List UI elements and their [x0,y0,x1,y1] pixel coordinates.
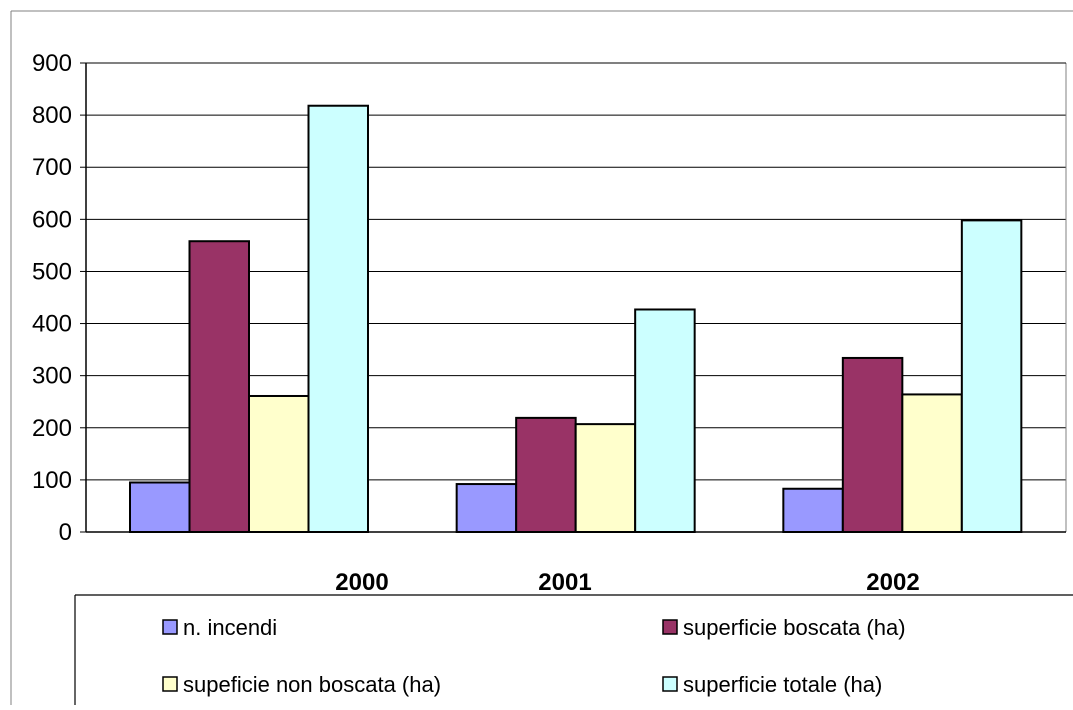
y-tick-label: 600 [32,206,72,233]
legend-swatch [662,619,678,635]
bars [129,104,1023,534]
legend-swatch [662,676,678,692]
legend-items: n. incendi superficie boscata (ha) supefic… [162,615,906,697]
bar-2002-series-4 [960,219,1023,533]
y-tick-labels: 0 100 200 300 400 500 600 700 800 900 [32,50,72,546]
legend-label: supeficie non boscata (ha) [183,672,441,697]
y-tick-label: 0 [59,519,72,546]
bar-2002-series-3 [901,393,963,533]
bar-2001-series-3 [574,423,637,534]
bar-2000-series-4 [307,104,369,533]
bar-2000-series-1 [129,481,191,533]
bar-2001-series-2 [515,416,577,534]
x-category-label: 2002 [866,569,919,596]
y-tick-label: 200 [32,415,72,442]
y-tick-label: 100 [32,467,72,494]
y-tick-label: 400 [32,311,72,338]
x-category-label: 2000 [335,569,388,596]
legend-swatch [162,619,178,635]
y-tick-label: 300 [32,363,72,390]
bar-2000-series-3 [248,394,310,533]
bar-2002-series-2 [841,356,904,533]
x-category-labels: 2000 2001 2002 [335,569,919,596]
bar-2000-series-2 [188,240,250,533]
legend-label: superficie boscata (ha) [683,615,906,640]
y-tick-label: 800 [32,102,72,129]
legend-swatch [162,676,178,692]
legend-label: superficie totale (ha) [683,672,882,697]
bar-2001-series-4 [634,308,696,534]
y-tick-label: 500 [32,258,72,285]
y-tick-label: 700 [32,154,72,181]
y-tick-label: 900 [32,50,72,77]
legend: n. incendi superficie boscata (ha) supefic… [74,594,1073,705]
axes [85,63,1066,533]
bar-2001-series-1 [455,483,518,533]
bar-2002-series-1 [782,487,844,533]
x-category-label: 2001 [538,569,591,596]
legend-label: n. incendi [183,615,277,640]
